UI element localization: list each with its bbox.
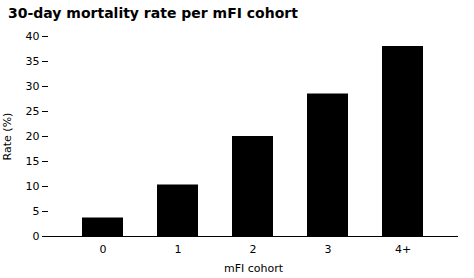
svg-text:30: 30: [26, 80, 40, 93]
svg-text:10: 10: [26, 180, 40, 193]
svg-text:3: 3: [325, 243, 332, 256]
svg-text:Rate (%): Rate (%): [1, 113, 14, 161]
svg-text:15: 15: [26, 155, 40, 168]
svg-text:25: 25: [26, 105, 40, 118]
svg-text:40: 40: [26, 30, 40, 43]
svg-text:2: 2: [250, 243, 257, 256]
html-text:30-day mortality rate per mFI: 30-day mortality rate per mFI cohort: [8, 5, 298, 21]
svg-text:mFI cohort: mFI cohort: [224, 262, 284, 275]
svg-text:0: 0: [33, 230, 40, 243]
svg-text:5: 5: [33, 205, 40, 218]
svg-text:4+: 4+: [395, 243, 411, 256]
svg-text:35: 35: [26, 55, 40, 68]
svg-text:0: 0: [100, 243, 107, 256]
svg-text:20: 20: [26, 130, 40, 143]
svg-text:1: 1: [175, 243, 182, 256]
